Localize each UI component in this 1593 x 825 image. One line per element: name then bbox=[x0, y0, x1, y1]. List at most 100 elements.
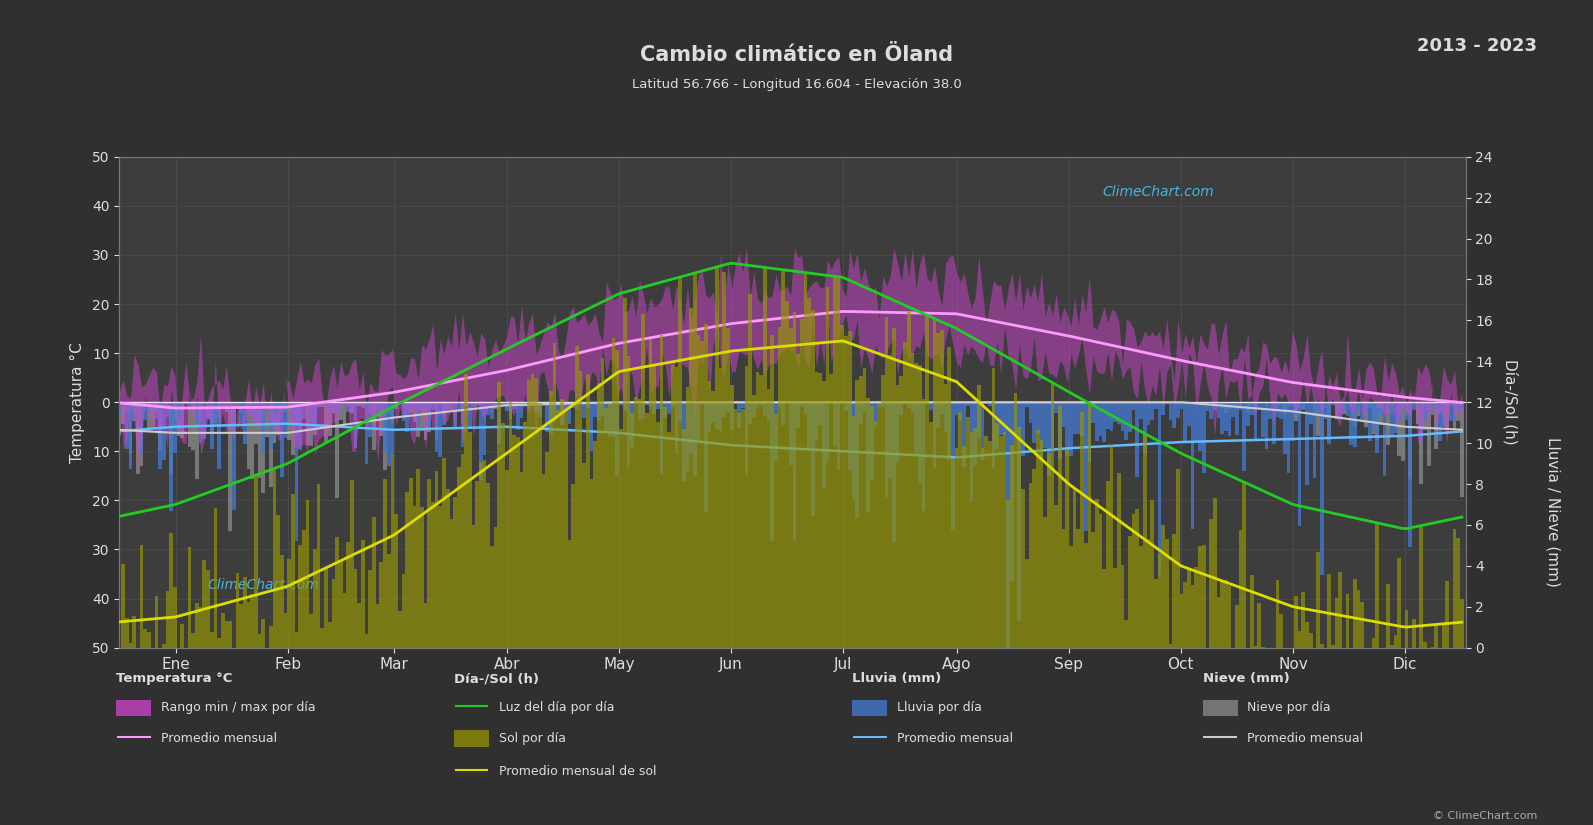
Y-axis label: Temperatura °C: Temperatura °C bbox=[70, 342, 84, 463]
Bar bbox=[793, 312, 796, 648]
Bar bbox=[497, 382, 502, 648]
Bar bbox=[494, 403, 497, 408]
Bar bbox=[427, 403, 432, 431]
Bar bbox=[124, 618, 129, 648]
Bar bbox=[1021, 489, 1024, 648]
Bar bbox=[822, 381, 825, 648]
Bar bbox=[491, 545, 494, 648]
Bar bbox=[432, 502, 435, 648]
Bar bbox=[516, 437, 519, 648]
Bar bbox=[1294, 403, 1298, 415]
Bar bbox=[460, 403, 464, 424]
Bar bbox=[1268, 403, 1271, 418]
Bar bbox=[1013, 403, 1018, 436]
Bar bbox=[446, 403, 449, 408]
Bar bbox=[1335, 403, 1338, 419]
Bar bbox=[1032, 403, 1035, 443]
Bar bbox=[1128, 403, 1131, 431]
Bar bbox=[1136, 403, 1139, 478]
Bar bbox=[1276, 403, 1279, 411]
Bar bbox=[583, 403, 586, 418]
Bar bbox=[704, 403, 707, 512]
Bar bbox=[852, 403, 855, 498]
Bar bbox=[151, 403, 155, 408]
Bar bbox=[1072, 403, 1077, 434]
Bar bbox=[225, 403, 228, 412]
Bar bbox=[774, 414, 777, 648]
Bar bbox=[162, 403, 166, 405]
Bar bbox=[1063, 529, 1066, 648]
Bar bbox=[328, 622, 331, 648]
Bar bbox=[188, 403, 191, 408]
Bar bbox=[1161, 525, 1164, 648]
Bar bbox=[1051, 383, 1055, 648]
Bar bbox=[631, 412, 634, 648]
Bar bbox=[623, 298, 626, 648]
Bar bbox=[870, 403, 873, 479]
Bar bbox=[272, 403, 276, 421]
Bar bbox=[276, 403, 280, 435]
Bar bbox=[1220, 403, 1223, 434]
Bar bbox=[1438, 403, 1442, 441]
Bar bbox=[833, 276, 836, 648]
Bar bbox=[696, 335, 701, 648]
Bar bbox=[1262, 647, 1265, 648]
Bar bbox=[261, 403, 264, 493]
Bar bbox=[1198, 403, 1201, 404]
Bar bbox=[236, 403, 239, 408]
Bar bbox=[1394, 634, 1397, 648]
Bar bbox=[1313, 403, 1316, 416]
Bar bbox=[393, 403, 398, 409]
Bar bbox=[140, 403, 143, 466]
Bar bbox=[534, 403, 538, 405]
Bar bbox=[255, 403, 258, 422]
Bar bbox=[1431, 403, 1434, 415]
Bar bbox=[409, 403, 413, 412]
Bar bbox=[306, 500, 309, 648]
Bar bbox=[1088, 403, 1091, 462]
Bar bbox=[416, 403, 421, 426]
Text: 2013 - 2023: 2013 - 2023 bbox=[1418, 37, 1537, 55]
Bar bbox=[354, 569, 357, 648]
Bar bbox=[166, 403, 169, 417]
Bar bbox=[475, 403, 479, 407]
Bar bbox=[973, 428, 977, 648]
Bar bbox=[1035, 431, 1040, 648]
Bar bbox=[1246, 403, 1251, 413]
Bar bbox=[1431, 403, 1434, 404]
Bar bbox=[1346, 595, 1349, 648]
Bar bbox=[147, 403, 151, 431]
Bar bbox=[782, 403, 785, 426]
Text: Luz del día por día: Luz del día por día bbox=[499, 701, 615, 714]
Bar bbox=[940, 330, 943, 648]
Text: Latitud 56.766 - Longitud 16.604 - Elevación 38.0: Latitud 56.766 - Longitud 16.604 - Eleva… bbox=[632, 78, 961, 92]
Bar bbox=[1206, 403, 1209, 405]
Bar bbox=[236, 403, 239, 404]
Bar bbox=[873, 421, 878, 648]
Bar bbox=[1461, 403, 1464, 409]
Bar bbox=[999, 403, 1002, 436]
Bar bbox=[464, 374, 468, 648]
Bar bbox=[712, 403, 715, 422]
Bar bbox=[247, 403, 250, 407]
Bar bbox=[1298, 403, 1301, 526]
Bar bbox=[1338, 573, 1341, 648]
Bar bbox=[1282, 403, 1287, 414]
Bar bbox=[320, 403, 323, 408]
Bar bbox=[674, 403, 679, 454]
Bar bbox=[1235, 403, 1239, 409]
Bar bbox=[937, 403, 940, 427]
Bar bbox=[690, 308, 693, 648]
Bar bbox=[387, 554, 390, 648]
Bar bbox=[1040, 403, 1043, 460]
Bar bbox=[601, 357, 604, 648]
Bar bbox=[132, 615, 135, 648]
Bar bbox=[1069, 545, 1072, 648]
Bar bbox=[317, 483, 320, 648]
Bar bbox=[269, 625, 272, 648]
Bar bbox=[564, 403, 567, 404]
Bar bbox=[239, 604, 244, 648]
Bar bbox=[194, 603, 199, 648]
Bar bbox=[1083, 543, 1088, 648]
Bar bbox=[317, 403, 320, 407]
